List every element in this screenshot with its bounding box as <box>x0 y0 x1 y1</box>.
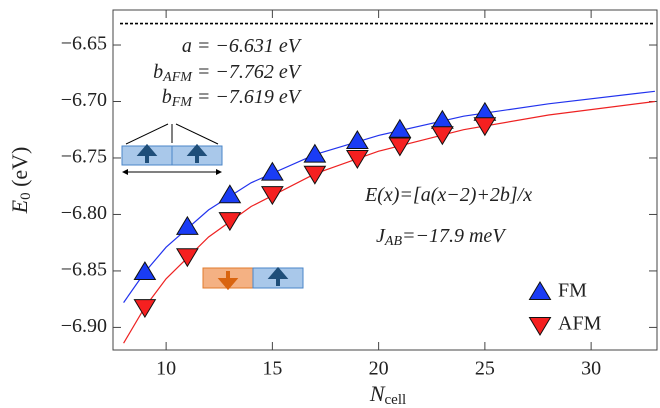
data-point <box>303 143 327 163</box>
y-tick-label: −6.65 <box>61 33 107 55</box>
annotation-rest: =−17.9 meV <box>402 225 507 247</box>
annotation-base: a <box>182 35 192 57</box>
data-point <box>175 248 199 268</box>
annotation-base: J <box>376 225 386 247</box>
plot-frame <box>112 9 658 351</box>
y-axis-title-main: E <box>7 199 32 214</box>
data-point <box>473 117 497 137</box>
legend-marker <box>528 317 552 336</box>
annotation-base: b <box>153 61 163 83</box>
annotation-rest: = −7.762 eV <box>192 61 303 83</box>
data-point <box>175 215 199 235</box>
y-tick-label: −6.85 <box>61 259 107 281</box>
legend-label: AFM <box>558 313 602 335</box>
fit-curve <box>123 90 655 303</box>
x-axis-title: Ncell <box>369 381 406 408</box>
y-axis-title-sub: 0 <box>18 192 34 200</box>
legend-marker <box>528 281 552 300</box>
annotation-sub: AB <box>384 234 403 249</box>
y-tick-label: −6.70 <box>61 89 107 111</box>
x-tick-label: 15 <box>262 358 282 380</box>
data-point <box>388 118 412 138</box>
data-point <box>218 212 242 232</box>
x-tick-label: 30 <box>581 358 601 380</box>
annotation: JAB=−17.9 meV <box>376 225 507 250</box>
annotation-sub: AFM <box>162 70 193 85</box>
fit-curve <box>123 100 655 344</box>
x-tick-label: 10 <box>156 358 176 380</box>
data-point <box>133 299 157 319</box>
y-axis-title-unit: (eV) <box>7 147 32 193</box>
x-axis-title-main: N <box>369 381 386 406</box>
data-point <box>260 186 284 206</box>
annotation: bAFM = −7.762 eV <box>153 61 303 86</box>
annotation-rest: = −6.631 eV <box>192 35 303 57</box>
annotation: bFM = −7.619 eV <box>162 86 303 111</box>
afm-schematic <box>202 266 304 291</box>
x-axis-title-sub: cell <box>385 392 407 408</box>
y-tick-label: −6.75 <box>61 146 107 168</box>
fm-schematic <box>121 123 223 175</box>
annotation: a = −6.631 eV <box>182 35 303 57</box>
data-point <box>430 126 454 146</box>
data-point <box>345 130 369 150</box>
data-point <box>388 137 412 157</box>
x-tick-label: 20 <box>369 358 389 380</box>
y-tick-label: −6.80 <box>61 202 107 224</box>
data-point <box>218 184 242 204</box>
data-point <box>133 261 157 281</box>
annotation-base: E(x)=[a(x−2)+2b]/x <box>364 184 532 206</box>
data-point <box>345 149 369 169</box>
annotation-rest: = −7.619 eV <box>192 86 303 108</box>
annotation: E(x)=[a(x−2)+2b]/x <box>364 184 532 206</box>
legend-label: FM <box>558 280 587 302</box>
data-point <box>260 161 284 181</box>
y-tick-label: −6.90 <box>61 315 107 337</box>
annotation-sub: FM <box>171 95 194 110</box>
x-tick-label: 25 <box>475 358 495 380</box>
annotation-base: b <box>162 86 172 108</box>
y-axis-title: E0 (eV) <box>7 147 34 215</box>
data-point <box>303 165 327 185</box>
